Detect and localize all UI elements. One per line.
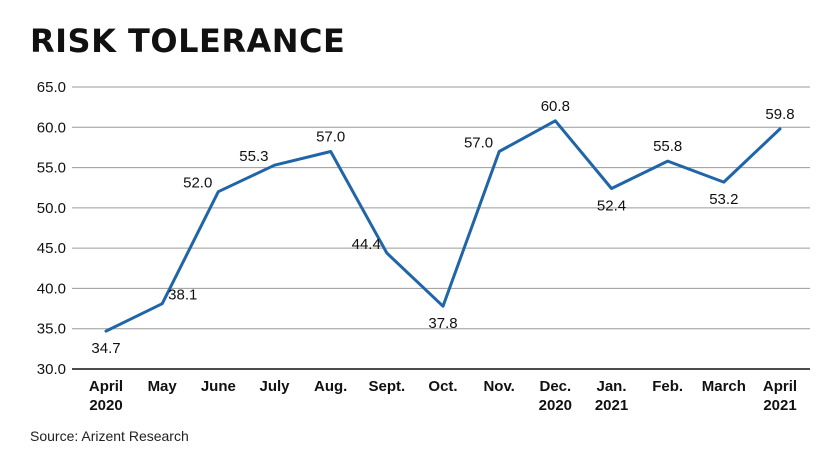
gridlines (72, 86, 810, 370)
data-label: 59.8 (765, 106, 794, 123)
source-note: Source: Arizent Research (30, 428, 189, 444)
y-axis-tick-labels: 30.0 35.0 40.0 45.0 50.0 55.0 60.0 65.0 (37, 79, 66, 378)
y-tick-label: 50.0 (37, 200, 66, 217)
data-label: 38.1 (168, 287, 197, 304)
data-label: 60.8 (541, 98, 570, 115)
x-tick-label: Sept. (368, 378, 405, 395)
x-tick-label: May (148, 378, 178, 395)
x-tick-label: March (702, 378, 746, 395)
data-label: 57.0 (464, 134, 493, 151)
x-axis-tick-labels: April 2020 May June July Aug. Sept. Oct. Nov. Dec… (89, 378, 797, 414)
data-labels: 34.7 38.1 52.0 55.3 57.0 44.4 37.8 57.0 60.8 52.4… (91, 98, 794, 357)
data-label: 52.0 (183, 175, 212, 192)
y-tick-label: 65.0 (37, 79, 66, 96)
y-tick-label: 55.0 (37, 160, 66, 177)
data-label: 55.8 (653, 138, 682, 155)
series-line-group (104, 119, 782, 333)
x-tick-label: April 2020 (89, 378, 123, 414)
data-label: 34.7 (91, 340, 120, 357)
x-tick-label: Aug. (314, 378, 347, 395)
x-tick-label: Jan. 2021 (595, 378, 628, 414)
data-label: 53.2 (709, 191, 738, 208)
x-tick-label: Dec. 2020 (539, 378, 572, 414)
y-tick-label: 30.0 (37, 361, 66, 378)
x-tick-label: Oct. (428, 378, 457, 395)
x-tick-label: April 2021 (763, 378, 797, 414)
data-label: 44.4 (352, 236, 381, 253)
y-tick-label: 35.0 (37, 321, 66, 338)
x-tick-label: Nov. (483, 378, 514, 395)
x-tick-label: July (259, 378, 290, 395)
x-tick-label: Feb. (652, 378, 683, 395)
data-label: 37.8 (428, 315, 457, 332)
data-label: 55.3 (239, 148, 268, 165)
x-tick-label: June (201, 378, 236, 395)
y-tick-label: 60.0 (37, 119, 66, 136)
data-label: 57.0 (316, 128, 345, 145)
data-label: 52.4 (597, 198, 626, 215)
chart-title: RISK TOLERANCE (30, 22, 346, 60)
series-line (104, 119, 782, 333)
y-tick-label: 40.0 (37, 280, 66, 297)
y-tick-label: 45.0 (37, 240, 66, 257)
